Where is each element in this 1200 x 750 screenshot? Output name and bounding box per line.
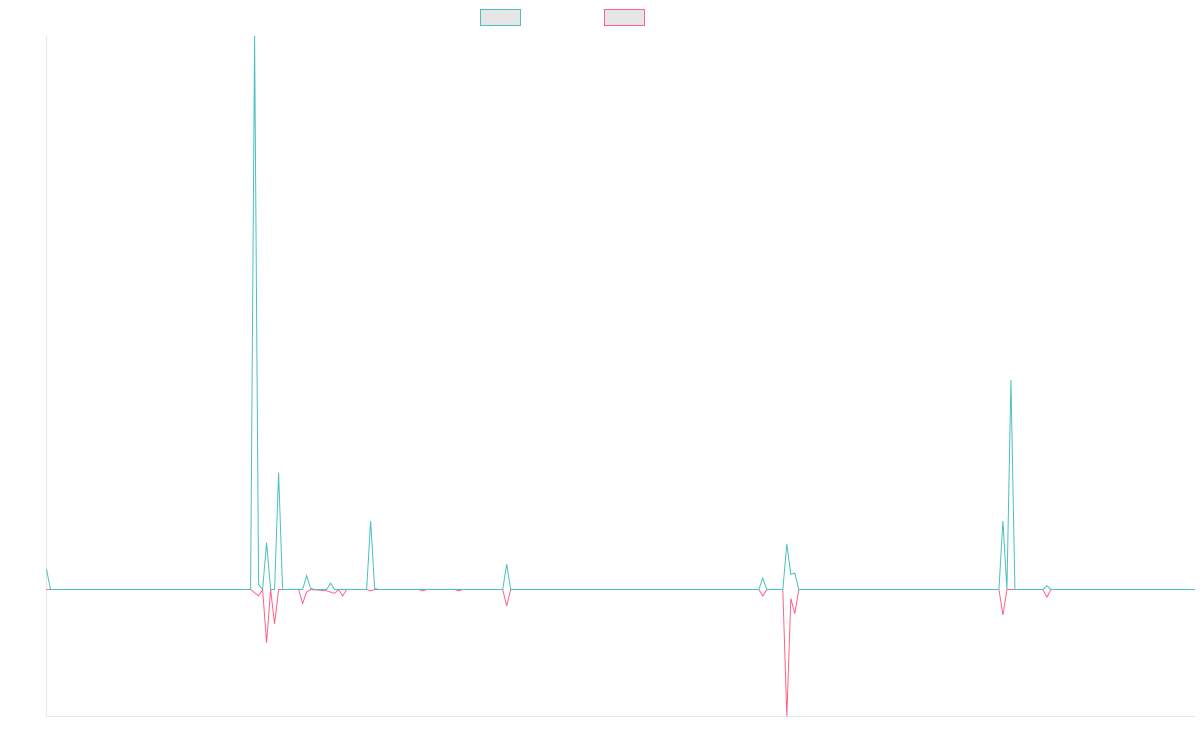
legend-swatch-series-2[interactable] bbox=[604, 9, 645, 26]
legend-swatch-series-1[interactable] bbox=[480, 9, 521, 26]
series-1-line bbox=[46, 35, 1195, 591]
legend bbox=[480, 9, 645, 26]
axes bbox=[46, 36, 1195, 717]
series-layer bbox=[46, 35, 1195, 717]
series-2-line bbox=[46, 587, 1195, 717]
